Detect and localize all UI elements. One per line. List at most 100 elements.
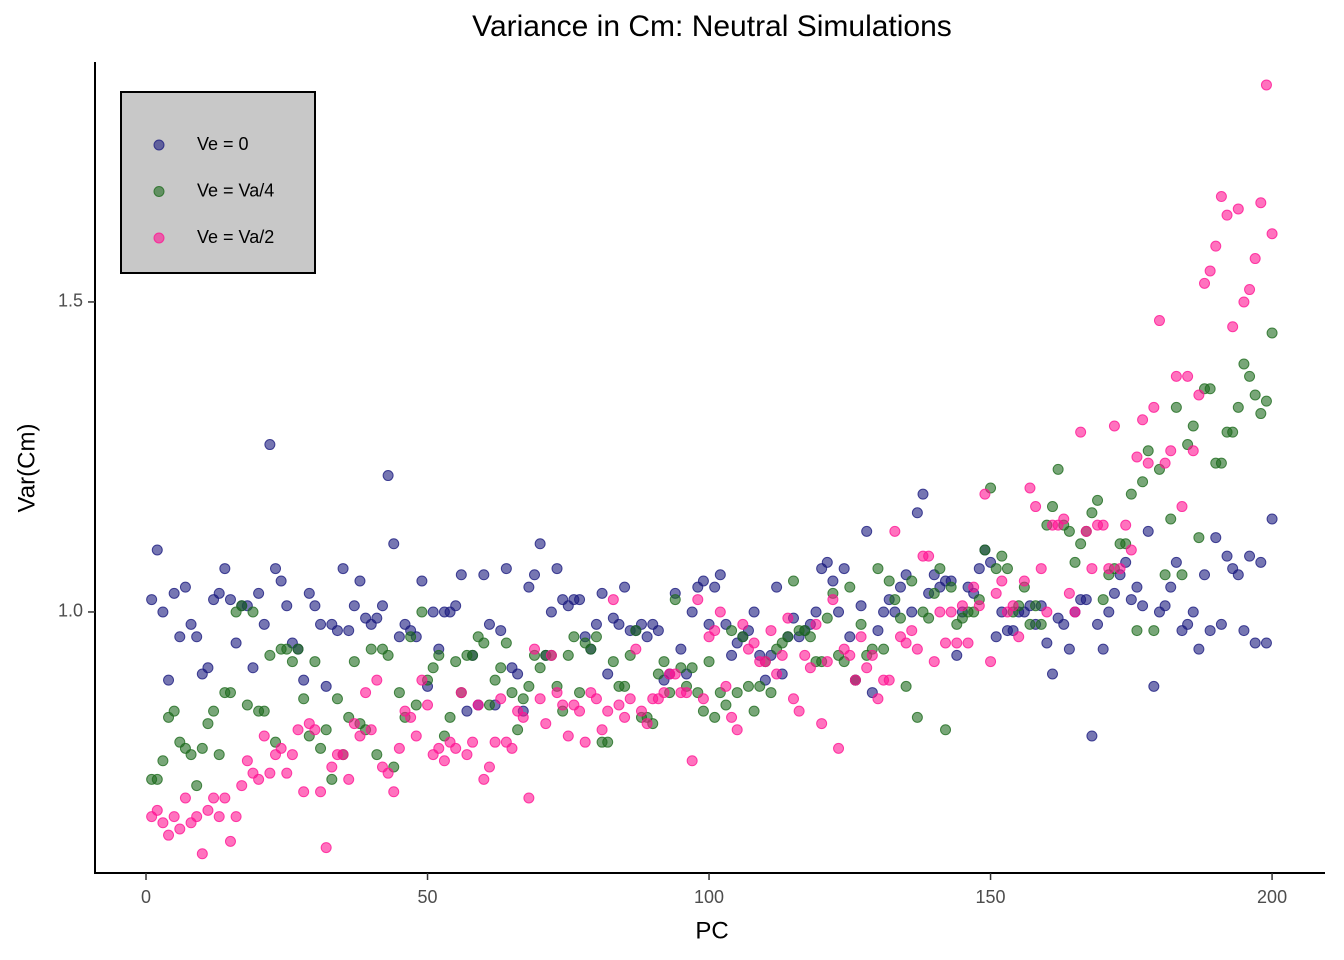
data-point [1001,563,1013,575]
data-point [1255,408,1267,420]
data-point [365,724,377,736]
data-point [928,587,940,599]
data-point [1080,594,1092,606]
data-point [151,804,163,816]
data-point [821,656,833,668]
data-point [213,749,225,761]
data-point [202,662,214,674]
data-point [495,625,507,637]
data-point [416,674,428,686]
data-point [1058,618,1070,630]
data-point [512,668,524,680]
data-point [1232,569,1244,581]
data-point [393,687,405,699]
data-point [787,575,799,587]
data-point [574,594,586,606]
data-point [253,773,265,785]
data-point [146,594,158,606]
data-point [1030,501,1042,513]
data-point [320,724,332,736]
data-point [1165,445,1177,457]
data-point [742,680,754,692]
data-point [562,649,574,661]
data-point [1046,668,1058,680]
data-point [782,631,794,643]
data-point [714,606,726,618]
data-point [697,693,709,705]
data-point [1097,594,1109,606]
data-point [652,668,664,680]
data-point [438,755,450,767]
data-point [844,631,856,643]
data-point [1063,525,1075,537]
data-point [1092,494,1104,506]
data-point [596,724,608,736]
data-point [1024,482,1036,494]
data-point [973,563,985,575]
data-point [607,656,619,668]
data-point [151,773,163,785]
data-point [393,631,405,643]
data-point [692,594,704,606]
data-point [1108,420,1120,432]
data-point [1114,563,1126,575]
data-point [923,612,935,624]
data-point [247,662,259,674]
data-point [883,575,895,587]
data-point [985,656,997,668]
data-point [658,687,670,699]
data-point [1086,507,1098,519]
data-point [1125,544,1137,556]
data-point [1131,581,1143,593]
data-point [433,649,445,661]
data-point [894,612,906,624]
data-point [444,711,456,723]
data-point [1137,476,1149,488]
data-point [872,625,884,637]
data-point [771,668,783,680]
data-point [574,705,586,717]
data-point [467,736,479,748]
data-point [1193,389,1205,401]
data-point [253,587,265,599]
data-point [1227,321,1239,333]
data-point [483,761,495,773]
data-point [782,612,794,624]
data-point [185,618,197,630]
data-point [506,687,518,699]
data-point [855,631,867,643]
data-point [669,594,681,606]
data-point [1103,606,1115,618]
data-point [709,625,721,637]
data-point [613,618,625,630]
data-point [1210,532,1222,544]
data-point [1215,618,1227,630]
data-point [951,637,963,649]
data-point [315,786,327,798]
data-point [343,625,355,637]
data-point [962,637,974,649]
data-point [224,835,236,847]
data-point [337,563,349,575]
data-point [410,699,422,711]
data-point [512,724,524,736]
data-point [472,699,484,711]
data-point [281,643,293,655]
data-point [489,736,501,748]
data-point [1052,463,1064,475]
data-point [849,674,861,686]
data-point [433,742,445,754]
data-point [787,693,799,705]
data-point [320,680,332,692]
data-point [1255,556,1267,568]
data-point [270,563,282,575]
data-point [1148,680,1160,692]
data-point [163,674,175,686]
data-point [343,773,355,785]
data-point [1266,513,1278,525]
data-point [281,600,293,612]
data-point [489,674,501,686]
data-point [1260,637,1272,649]
legend-box [120,91,316,274]
data-point [804,662,816,674]
